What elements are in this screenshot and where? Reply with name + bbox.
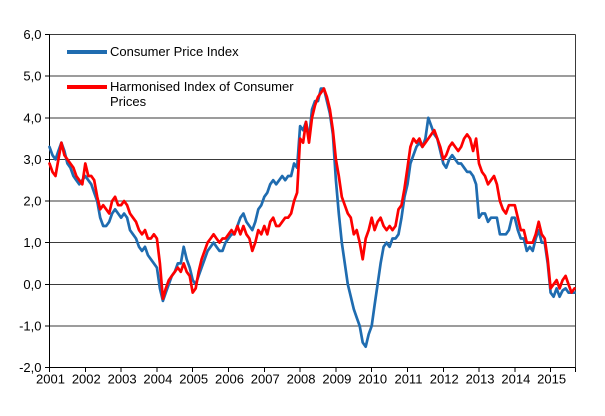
x-axis-label: 2012 <box>430 372 459 387</box>
y-axis-label: 1,0 <box>23 235 41 250</box>
y-axis-label: 4,0 <box>23 110 41 125</box>
y-axis-label: 0,0 <box>23 277 41 292</box>
x-axis-label: 2002 <box>72 372 101 387</box>
x-axis-label: 2013 <box>466 372 495 387</box>
y-axis-label: 6,0 <box>23 27 41 42</box>
x-axis-label: 2006 <box>215 372 244 387</box>
x-axis-label: 2015 <box>537 372 566 387</box>
x-axis-label: 2004 <box>143 372 172 387</box>
y-axis-label: -2,0 <box>19 360 41 375</box>
legend-item-cpi: Consumer Price Index <box>67 44 297 59</box>
x-axis-label: 2010 <box>358 372 387 387</box>
x-axis-label: 2003 <box>108 372 137 387</box>
legend-label-cpi: Consumer Price Index <box>110 44 239 59</box>
y-axis-label: 5,0 <box>23 69 41 84</box>
legend: Consumer Price Index Harmonised Index of… <box>67 44 297 109</box>
x-axis-label: 2001 <box>36 372 65 387</box>
cpi-line-swatch <box>67 50 107 54</box>
legend-item-hicp: Harmonised Index of Consumer Prices <box>67 79 297 109</box>
x-axis-label: 2011 <box>394 372 422 387</box>
x-axis-label: 2007 <box>251 372 280 387</box>
cpi-line-series <box>48 87 576 349</box>
y-axis-label: 3,0 <box>23 152 41 167</box>
x-axis-label: 2008 <box>287 372 316 387</box>
y-axis-label: -1,0 <box>19 318 41 333</box>
hicp-line-series <box>48 87 576 301</box>
hicp-line-swatch <box>67 85 107 89</box>
legend-label-hicp: Harmonised Index of Consumer Prices <box>110 79 294 109</box>
x-axis-label: 2005 <box>179 372 208 387</box>
y-axis-label: 2,0 <box>23 194 41 209</box>
x-axis-label: 2009 <box>322 372 351 387</box>
x-axis-label: 2014 <box>501 372 530 387</box>
